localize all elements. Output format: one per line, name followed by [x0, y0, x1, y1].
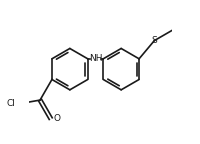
Text: NH: NH — [88, 54, 102, 63]
Text: O: O — [53, 114, 60, 123]
Text: S: S — [151, 36, 156, 45]
Text: Cl: Cl — [6, 99, 15, 108]
